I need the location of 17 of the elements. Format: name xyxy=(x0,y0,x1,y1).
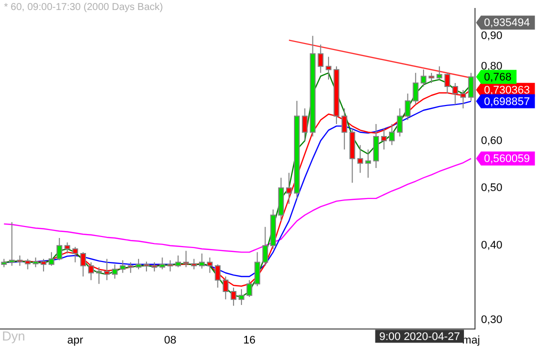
data-label: 0,560059 xyxy=(484,153,530,166)
x-tick-label: apr xyxy=(67,334,84,346)
text: 9:00 2020-04-27 xyxy=(379,330,460,343)
y-tick-label: 0,50 xyxy=(481,182,502,194)
data-label: 0,698857 xyxy=(484,96,530,108)
chart-title: * 60, 09:00-17:30 (2000 Days Back) xyxy=(4,2,163,13)
y-tick-label: 0,60 xyxy=(481,134,502,147)
y-tick-label: 0,80 xyxy=(481,60,502,72)
x-tick-label: 08 xyxy=(164,334,176,346)
text: 0,768 xyxy=(484,71,512,84)
y-tick-label: 0,90 xyxy=(481,30,502,42)
annotation: Dyn xyxy=(2,328,26,344)
data-label: 0,730363 xyxy=(484,84,530,96)
text: 0,935494 xyxy=(484,17,530,30)
x-tick-label: 16 xyxy=(243,334,256,346)
y-tick-label: 0,30 xyxy=(481,314,502,326)
y-tick-label: 0,40 xyxy=(481,240,502,252)
